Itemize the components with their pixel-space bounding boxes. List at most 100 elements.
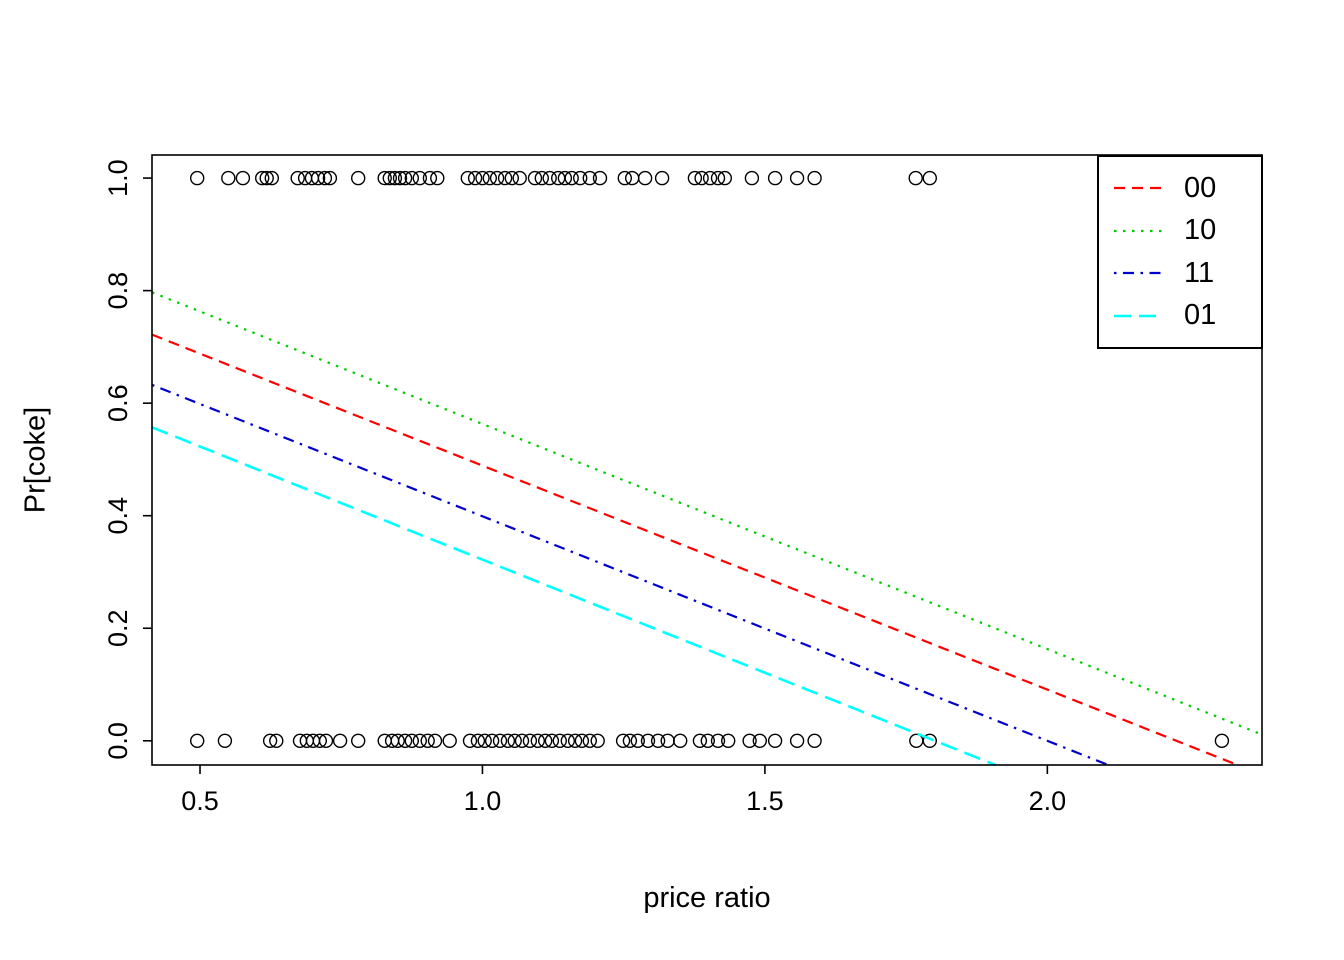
data-point [590,733,605,748]
data-point [922,733,937,748]
data-point [625,170,640,186]
data-point [470,733,486,748]
data-point [789,733,805,748]
fit-line-10 [151,291,1263,736]
legend: 00 10 11 01 [1097,155,1263,349]
data-point [482,170,497,186]
data-point [922,170,937,186]
legend-item-10: 10 [1114,216,1261,245]
data-point [235,170,251,186]
data-point [317,170,333,186]
data-point [538,733,553,748]
data-point [382,170,397,186]
data-point [573,170,588,186]
data-point [392,170,408,186]
y-tick-label: 1.0 [103,159,133,197]
y-tick-label: 0.0 [103,722,133,760]
data-point [630,733,645,748]
data-point [544,733,560,748]
y-tick-label: 0.4 [103,497,133,535]
fit-line-00 [151,333,1238,767]
legend-item-00: 00 [1114,171,1261,204]
data-point [397,170,413,186]
data-point [789,170,805,186]
data-point [527,170,543,186]
legend-label: 11 [1184,256,1215,289]
data-point [742,733,757,748]
data-point [710,170,726,186]
data-point [377,733,392,748]
data-point [384,733,400,748]
data-point [687,170,703,186]
data-point [189,170,205,186]
data-point [615,733,631,748]
legend-line-sample-cyan-longdash [1114,314,1164,318]
data-point [477,733,492,748]
data-point [617,170,632,186]
data-point [264,170,279,186]
data-point [744,170,760,186]
y-tick-label: 0.6 [103,384,133,422]
x-tick-label: 1.0 [464,786,502,816]
data-point [702,170,718,186]
data-point [534,170,549,186]
data-point [462,733,478,748]
data-point [592,170,608,186]
data-point [522,733,538,748]
data-point [514,733,530,748]
data-point [310,170,326,186]
data-point [500,733,516,748]
data-point [673,733,688,748]
legend-item-11: 11 [1114,256,1261,289]
data-point [692,733,708,748]
data-point [404,170,419,186]
data-point [397,733,413,748]
legend-line-sample-blue-dashdot [1114,272,1164,275]
data-point [442,733,457,748]
data-point [557,170,573,186]
data-point [654,170,670,186]
data-point [717,170,732,186]
data-point [489,170,505,186]
data-point [504,170,519,186]
data-point [492,733,508,748]
data-point [637,170,653,186]
data-point [807,170,822,186]
data-point [530,733,545,748]
data-point [377,170,392,186]
legend-label: 10 [1184,214,1217,247]
data-point [351,170,366,186]
data-point [497,170,513,186]
data-point [512,170,527,186]
x-tick-label: 0.5 [181,786,219,816]
x-axis-label: price ratio [643,882,771,914]
data-point [430,170,445,186]
data-point [1214,733,1230,748]
data-point [290,170,305,186]
y-tick-label: 0.2 [103,609,133,647]
plot-box [151,154,1263,766]
legend-label: 01 [1184,299,1217,332]
legend-label: 00 [1184,171,1217,204]
data-point [387,170,403,186]
data-point [660,733,675,748]
legend-line-sample-red-dashed [1114,187,1164,190]
x-tick-label: 1.5 [746,786,784,816]
y-axis-label: Pr[coke] [19,406,52,514]
data-point [332,733,348,748]
data-point [221,170,236,186]
data-point [650,733,666,748]
data-point [752,733,767,748]
data-point [694,170,709,186]
data-point [475,170,490,186]
data-point [420,733,435,748]
data-point [427,733,443,748]
data-point [908,170,923,186]
data-point [422,170,438,186]
fit-line-01 [151,426,996,767]
data-point [622,733,638,748]
data-point [574,733,590,748]
data-point [404,733,419,748]
data-point [507,733,522,748]
